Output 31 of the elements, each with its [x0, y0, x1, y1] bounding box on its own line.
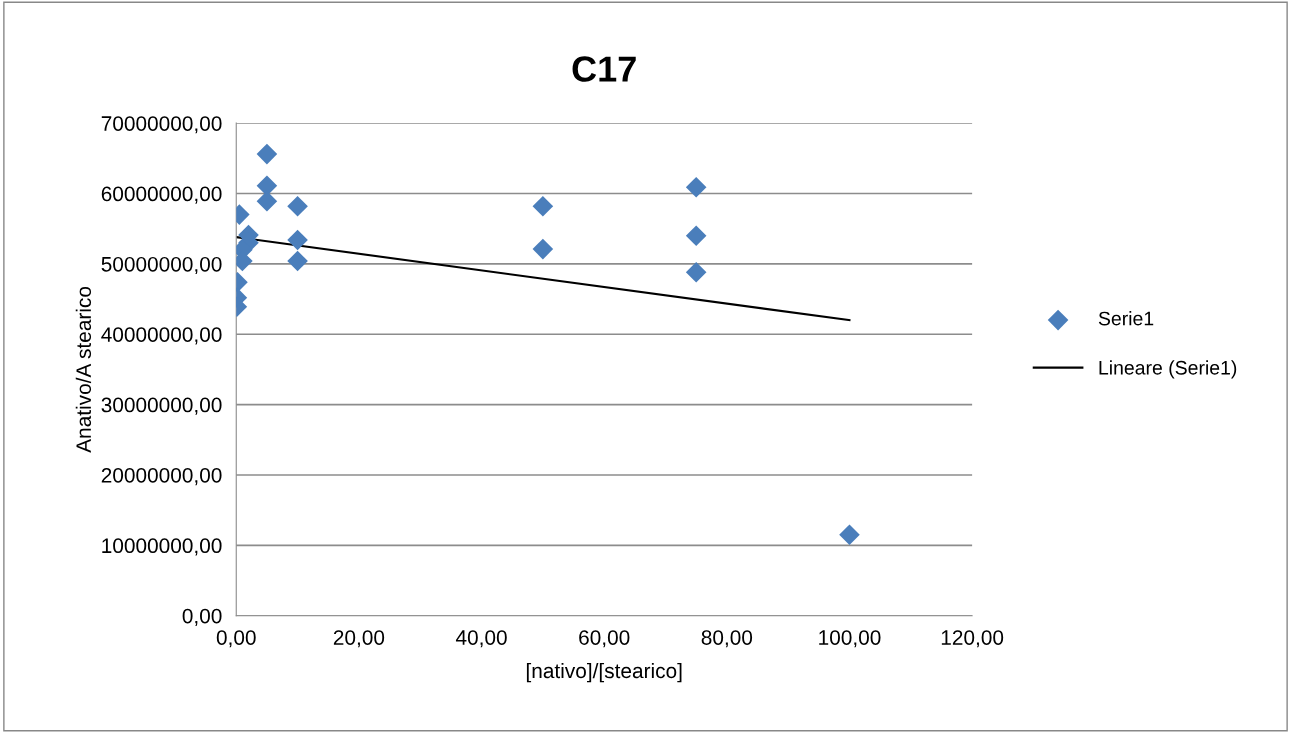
point	[532, 195, 554, 217]
legend-label: Lineare (Serie1)	[1099, 360, 1237, 379]
point	[532, 238, 554, 260]
point	[287, 250, 308, 272]
y-tick-label: 50000000,00	[101, 256, 222, 275]
x-tick-label: 40,00	[455, 630, 507, 648]
y-tick-label: 40000000,00	[101, 327, 222, 345]
y-tick-label: 30000000,00	[101, 397, 222, 415]
point	[685, 225, 707, 247]
x-tick-label: 20,00	[333, 630, 385, 648]
point	[287, 229, 308, 251]
legend-label: Serie1	[1098, 311, 1154, 326]
y-tick-label: 70000000,00	[101, 116, 222, 134]
y-tick-label: 20000000,00	[101, 467, 222, 486]
point	[685, 262, 707, 283]
x-tick-label: 60,00	[579, 630, 630, 648]
x-axis-title: [nativo]/[stearico]	[526, 662, 682, 683]
point	[256, 143, 278, 165]
x-tick-label: 120,00	[941, 630, 1004, 648]
point	[256, 190, 278, 212]
y-tick-label: 0,00	[182, 608, 222, 626]
y-tick-label: 10000000,00	[102, 538, 222, 556]
y-axis-title: Anativo/A stearico	[75, 286, 92, 453]
y-tick-label: 60000000,00	[101, 186, 222, 204]
x-tick-label: 0,00	[216, 630, 256, 648]
chart-title: C17	[572, 56, 636, 82]
x-tick-label: 80,00	[701, 630, 753, 648]
x-tick-label: 100,00	[819, 630, 881, 648]
point	[839, 524, 860, 546]
point	[287, 195, 308, 217]
point	[685, 176, 707, 198]
